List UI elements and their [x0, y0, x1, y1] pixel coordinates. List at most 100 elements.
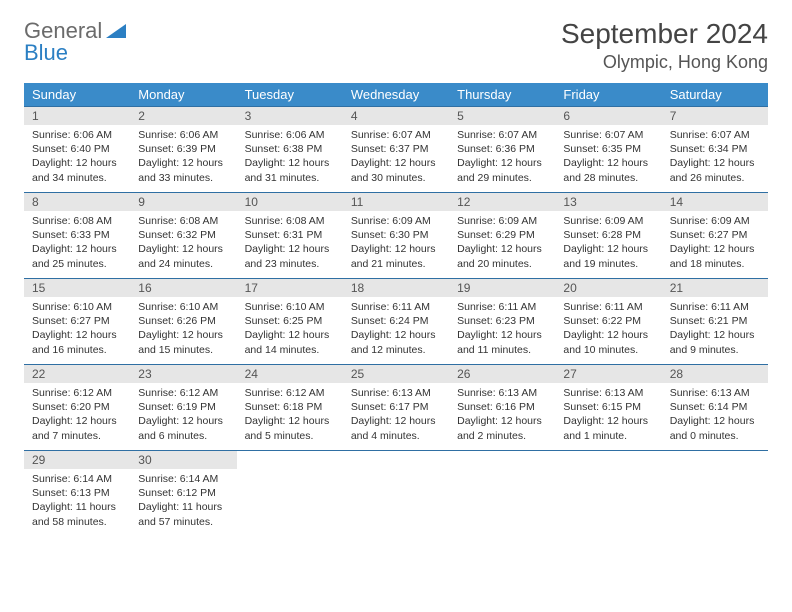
weekday-header-row: Sunday Monday Tuesday Wednesday Thursday… [24, 83, 768, 107]
day-number: 24 [237, 365, 343, 383]
day-number: 20 [555, 279, 661, 297]
calendar-cell: 1Sunrise: 6:06 AMSunset: 6:40 PMDaylight… [24, 107, 130, 193]
calendar-cell [237, 451, 343, 537]
day-details: Sunrise: 6:13 AMSunset: 6:15 PMDaylight:… [555, 383, 661, 447]
calendar-cell: 9Sunrise: 6:08 AMSunset: 6:32 PMDaylight… [130, 193, 236, 279]
weekday-header: Tuesday [237, 83, 343, 107]
calendar-cell: 14Sunrise: 6:09 AMSunset: 6:27 PMDayligh… [662, 193, 768, 279]
day-number: 2 [130, 107, 236, 125]
calendar-cell: 30Sunrise: 6:14 AMSunset: 6:12 PMDayligh… [130, 451, 236, 537]
calendar-cell: 6Sunrise: 6:07 AMSunset: 6:35 PMDaylight… [555, 107, 661, 193]
calendar-cell: 10Sunrise: 6:08 AMSunset: 6:31 PMDayligh… [237, 193, 343, 279]
day-number: 17 [237, 279, 343, 297]
day-details: Sunrise: 6:06 AMSunset: 6:38 PMDaylight:… [237, 125, 343, 189]
calendar-cell: 20Sunrise: 6:11 AMSunset: 6:22 PMDayligh… [555, 279, 661, 365]
day-details: Sunrise: 6:09 AMSunset: 6:28 PMDaylight:… [555, 211, 661, 275]
day-number: 15 [24, 279, 130, 297]
calendar-cell: 19Sunrise: 6:11 AMSunset: 6:23 PMDayligh… [449, 279, 555, 365]
calendar-row: 22Sunrise: 6:12 AMSunset: 6:20 PMDayligh… [24, 365, 768, 451]
calendar-cell: 24Sunrise: 6:12 AMSunset: 6:18 PMDayligh… [237, 365, 343, 451]
calendar-cell: 13Sunrise: 6:09 AMSunset: 6:28 PMDayligh… [555, 193, 661, 279]
calendar-cell: 15Sunrise: 6:10 AMSunset: 6:27 PMDayligh… [24, 279, 130, 365]
weekday-header: Wednesday [343, 83, 449, 107]
day-details: Sunrise: 6:11 AMSunset: 6:23 PMDaylight:… [449, 297, 555, 361]
calendar-table: Sunday Monday Tuesday Wednesday Thursday… [24, 83, 768, 537]
header: General September 2024 Olympic, Hong Kon… [24, 18, 768, 73]
calendar-cell: 2Sunrise: 6:06 AMSunset: 6:39 PMDaylight… [130, 107, 236, 193]
day-number: 30 [130, 451, 236, 469]
day-details: Sunrise: 6:12 AMSunset: 6:18 PMDaylight:… [237, 383, 343, 447]
calendar-cell: 23Sunrise: 6:12 AMSunset: 6:19 PMDayligh… [130, 365, 236, 451]
calendar-cell [662, 451, 768, 537]
calendar-cell: 21Sunrise: 6:11 AMSunset: 6:21 PMDayligh… [662, 279, 768, 365]
day-number: 11 [343, 193, 449, 211]
day-details: Sunrise: 6:12 AMSunset: 6:20 PMDaylight:… [24, 383, 130, 447]
calendar-body: 1Sunrise: 6:06 AMSunset: 6:40 PMDaylight… [24, 107, 768, 537]
day-number: 7 [662, 107, 768, 125]
day-details: Sunrise: 6:11 AMSunset: 6:24 PMDaylight:… [343, 297, 449, 361]
day-number: 3 [237, 107, 343, 125]
weekday-header: Saturday [662, 83, 768, 107]
calendar-cell: 29Sunrise: 6:14 AMSunset: 6:13 PMDayligh… [24, 451, 130, 537]
day-details: Sunrise: 6:12 AMSunset: 6:19 PMDaylight:… [130, 383, 236, 447]
calendar-cell: 28Sunrise: 6:13 AMSunset: 6:14 PMDayligh… [662, 365, 768, 451]
day-number: 4 [343, 107, 449, 125]
calendar-cell: 27Sunrise: 6:13 AMSunset: 6:15 PMDayligh… [555, 365, 661, 451]
calendar-cell: 26Sunrise: 6:13 AMSunset: 6:16 PMDayligh… [449, 365, 555, 451]
day-number: 13 [555, 193, 661, 211]
calendar-cell [343, 451, 449, 537]
day-number: 8 [24, 193, 130, 211]
day-details: Sunrise: 6:11 AMSunset: 6:21 PMDaylight:… [662, 297, 768, 361]
day-number: 16 [130, 279, 236, 297]
day-details: Sunrise: 6:10 AMSunset: 6:26 PMDaylight:… [130, 297, 236, 361]
day-number: 14 [662, 193, 768, 211]
calendar-cell: 8Sunrise: 6:08 AMSunset: 6:33 PMDaylight… [24, 193, 130, 279]
day-details: Sunrise: 6:09 AMSunset: 6:30 PMDaylight:… [343, 211, 449, 275]
calendar-row: 15Sunrise: 6:10 AMSunset: 6:27 PMDayligh… [24, 279, 768, 365]
day-number: 21 [662, 279, 768, 297]
weekday-header: Sunday [24, 83, 130, 107]
calendar-cell: 25Sunrise: 6:13 AMSunset: 6:17 PMDayligh… [343, 365, 449, 451]
day-details: Sunrise: 6:14 AMSunset: 6:13 PMDaylight:… [24, 469, 130, 533]
day-details: Sunrise: 6:06 AMSunset: 6:39 PMDaylight:… [130, 125, 236, 189]
calendar-cell: 11Sunrise: 6:09 AMSunset: 6:30 PMDayligh… [343, 193, 449, 279]
day-details: Sunrise: 6:07 AMSunset: 6:36 PMDaylight:… [449, 125, 555, 189]
weekday-header: Friday [555, 83, 661, 107]
calendar-cell: 5Sunrise: 6:07 AMSunset: 6:36 PMDaylight… [449, 107, 555, 193]
day-number: 19 [449, 279, 555, 297]
day-details: Sunrise: 6:10 AMSunset: 6:27 PMDaylight:… [24, 297, 130, 361]
day-number: 1 [24, 107, 130, 125]
day-details: Sunrise: 6:13 AMSunset: 6:14 PMDaylight:… [662, 383, 768, 447]
calendar-cell [555, 451, 661, 537]
day-details: Sunrise: 6:11 AMSunset: 6:22 PMDaylight:… [555, 297, 661, 361]
calendar-cell: 17Sunrise: 6:10 AMSunset: 6:25 PMDayligh… [237, 279, 343, 365]
day-number: 5 [449, 107, 555, 125]
day-number: 25 [343, 365, 449, 383]
logo-triangle-icon [106, 24, 126, 38]
day-number: 9 [130, 193, 236, 211]
day-details: Sunrise: 6:10 AMSunset: 6:25 PMDaylight:… [237, 297, 343, 361]
day-number: 26 [449, 365, 555, 383]
day-details: Sunrise: 6:14 AMSunset: 6:12 PMDaylight:… [130, 469, 236, 533]
day-number: 23 [130, 365, 236, 383]
calendar-cell [449, 451, 555, 537]
calendar-row: 29Sunrise: 6:14 AMSunset: 6:13 PMDayligh… [24, 451, 768, 537]
day-details: Sunrise: 6:06 AMSunset: 6:40 PMDaylight:… [24, 125, 130, 189]
day-details: Sunrise: 6:07 AMSunset: 6:34 PMDaylight:… [662, 125, 768, 189]
day-details: Sunrise: 6:08 AMSunset: 6:31 PMDaylight:… [237, 211, 343, 275]
calendar-row: 8Sunrise: 6:08 AMSunset: 6:33 PMDaylight… [24, 193, 768, 279]
day-details: Sunrise: 6:09 AMSunset: 6:29 PMDaylight:… [449, 211, 555, 275]
day-number: 12 [449, 193, 555, 211]
day-number: 27 [555, 365, 661, 383]
weekday-header: Thursday [449, 83, 555, 107]
day-number: 10 [237, 193, 343, 211]
day-details: Sunrise: 6:13 AMSunset: 6:17 PMDaylight:… [343, 383, 449, 447]
logo-line2: Blue [24, 40, 68, 66]
calendar-cell: 12Sunrise: 6:09 AMSunset: 6:29 PMDayligh… [449, 193, 555, 279]
day-details: Sunrise: 6:13 AMSunset: 6:16 PMDaylight:… [449, 383, 555, 447]
day-details: Sunrise: 6:08 AMSunset: 6:32 PMDaylight:… [130, 211, 236, 275]
day-number: 29 [24, 451, 130, 469]
logo-text-blue: Blue [24, 40, 68, 65]
calendar-cell: 16Sunrise: 6:10 AMSunset: 6:26 PMDayligh… [130, 279, 236, 365]
day-number: 22 [24, 365, 130, 383]
